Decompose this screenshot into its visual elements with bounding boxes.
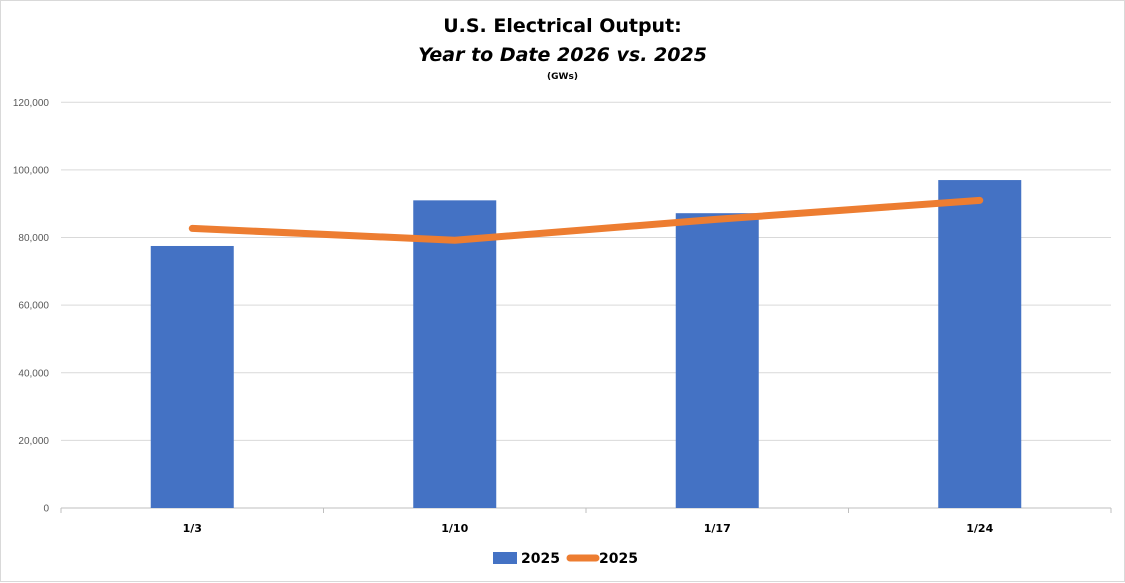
bar — [413, 200, 496, 508]
legend-label-line: 2025 — [599, 551, 638, 567]
y-tick-label: 20,000 — [18, 436, 49, 447]
x-tick-label: 1/10 — [441, 522, 468, 535]
x-tick-label: 1/17 — [704, 522, 731, 535]
y-tick-label: 40,000 — [18, 368, 49, 379]
y-tick-label: 60,000 — [18, 301, 49, 312]
y-tick-label: 120,000 — [13, 98, 50, 109]
line-series — [192, 200, 980, 240]
legend-label-bar: 2025 — [521, 551, 560, 567]
y-tick-label: 100,000 — [13, 165, 50, 176]
bar — [676, 213, 759, 508]
y-tick-label: 0 — [43, 504, 49, 515]
x-tick-label: 1/3 — [183, 522, 202, 535]
bar — [151, 246, 234, 508]
legend-swatch-bar — [493, 552, 517, 564]
x-tick-label: 1/24 — [966, 522, 993, 535]
bar — [938, 180, 1021, 508]
y-tick-label: 80,000 — [18, 233, 49, 244]
